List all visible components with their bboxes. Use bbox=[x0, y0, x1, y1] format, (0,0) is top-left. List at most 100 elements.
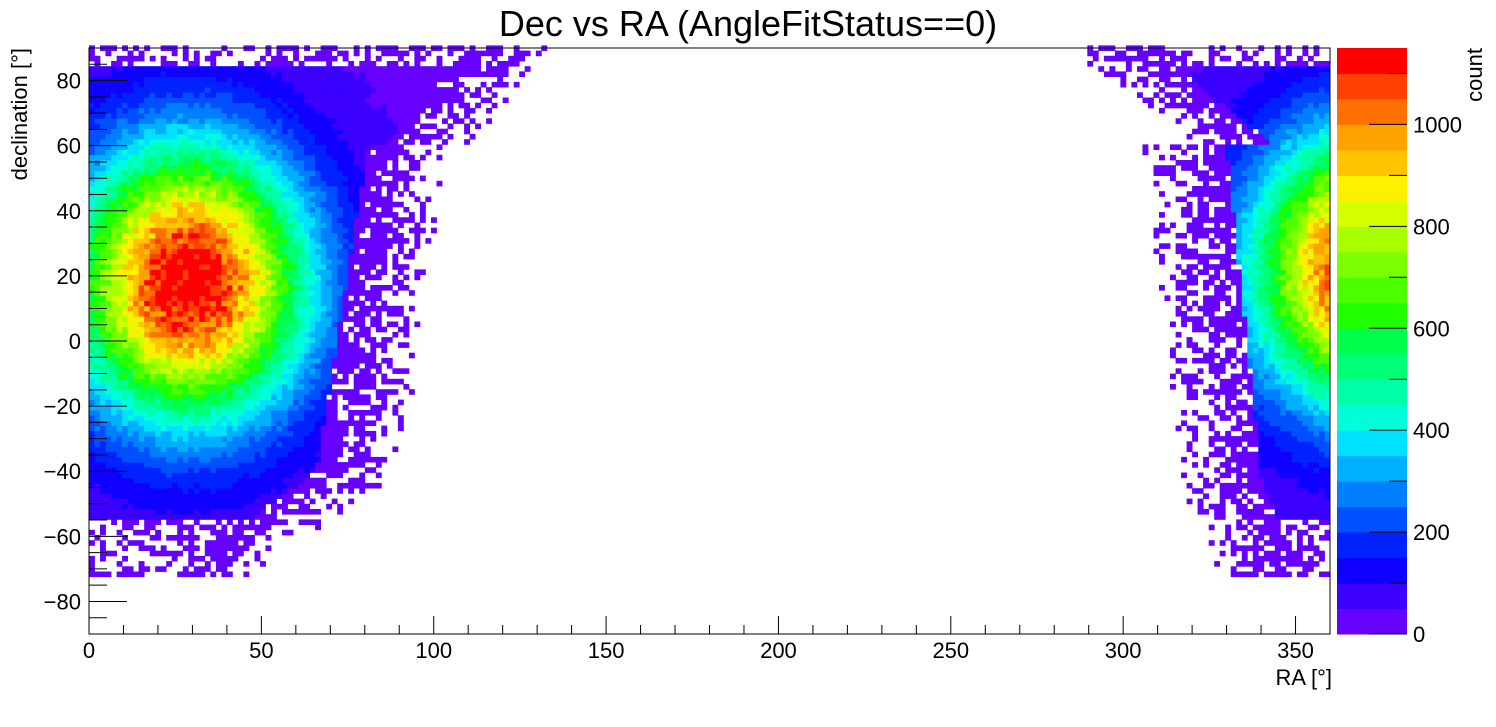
histogram-cell bbox=[204, 196, 211, 203]
histogram-cell bbox=[127, 404, 134, 411]
histogram-cell bbox=[1214, 217, 1221, 223]
histogram-cell bbox=[177, 326, 184, 333]
histogram-cell bbox=[1203, 259, 1209, 265]
histogram-cell bbox=[138, 326, 145, 333]
histogram-cell bbox=[1285, 227, 1292, 234]
histogram-cell bbox=[133, 519, 139, 525]
histogram-cell bbox=[271, 290, 277, 296]
histogram-cell bbox=[403, 253, 410, 260]
histogram-cell bbox=[287, 212, 294, 218]
histogram-cell bbox=[155, 300, 162, 307]
histogram-cell bbox=[271, 384, 277, 390]
histogram-cell bbox=[138, 540, 145, 546]
histogram-cell bbox=[210, 404, 217, 411]
histogram-cell bbox=[122, 410, 128, 416]
histogram-cell bbox=[1296, 253, 1303, 260]
histogram-cell bbox=[237, 269, 244, 275]
histogram-cell bbox=[243, 462, 250, 468]
histogram-cell bbox=[293, 232, 299, 239]
histogram-cell bbox=[414, 321, 421, 328]
histogram-cell bbox=[1263, 269, 1270, 275]
histogram-cell bbox=[1296, 540, 1303, 546]
histogram-cell bbox=[331, 467, 338, 473]
histogram-cell bbox=[348, 368, 355, 374]
histogram-cell bbox=[111, 212, 117, 218]
histogram-cell bbox=[1319, 394, 1325, 400]
histogram-cell bbox=[1258, 425, 1265, 432]
histogram-cell bbox=[1313, 399, 1320, 406]
histogram-cell bbox=[315, 191, 321, 197]
histogram-cell bbox=[276, 420, 283, 426]
histogram-cell bbox=[133, 186, 139, 192]
histogram-cell bbox=[392, 212, 399, 218]
histogram-cell bbox=[1181, 248, 1187, 255]
histogram-cell bbox=[89, 389, 95, 395]
histogram-cell bbox=[210, 488, 217, 494]
histogram-cell bbox=[309, 305, 316, 312]
histogram-cell bbox=[166, 253, 173, 260]
histogram-cell bbox=[193, 300, 200, 307]
histogram-cell bbox=[215, 503, 222, 510]
histogram-cell bbox=[1197, 326, 1204, 333]
histogram-cell bbox=[171, 514, 178, 520]
histogram-cell bbox=[320, 451, 327, 458]
histogram-cell bbox=[364, 482, 371, 489]
histogram-cell bbox=[342, 259, 349, 265]
histogram-cell bbox=[282, 227, 288, 234]
histogram-cell bbox=[370, 212, 377, 218]
histogram-cell bbox=[1291, 206, 1298, 213]
histogram-cell bbox=[1324, 337, 1331, 343]
histogram-cell bbox=[226, 248, 233, 255]
histogram-cell bbox=[166, 446, 173, 453]
histogram-cell bbox=[1285, 425, 1292, 432]
histogram-cell bbox=[122, 243, 128, 249]
histogram-cell bbox=[1269, 488, 1276, 494]
histogram-cell bbox=[188, 509, 195, 515]
histogram-cell bbox=[166, 410, 173, 416]
histogram-cell bbox=[293, 373, 299, 380]
histogram-cell bbox=[254, 467, 261, 473]
histogram-cell bbox=[182, 451, 189, 458]
histogram-cell bbox=[188, 472, 195, 479]
histogram-cell bbox=[1186, 378, 1193, 385]
histogram-cell bbox=[392, 279, 399, 286]
histogram-cell bbox=[1280, 331, 1287, 338]
histogram-cell bbox=[1247, 514, 1254, 520]
histogram-cell bbox=[1313, 446, 1320, 453]
histogram-cell bbox=[1285, 331, 1292, 338]
histogram-cell bbox=[171, 238, 178, 244]
histogram-cell bbox=[149, 222, 156, 229]
histogram-cell bbox=[326, 384, 333, 390]
histogram-cell bbox=[1236, 462, 1243, 468]
histogram-cell bbox=[348, 206, 355, 213]
histogram-cell bbox=[237, 368, 244, 374]
histogram-cell bbox=[1214, 196, 1221, 203]
histogram-cell bbox=[293, 217, 299, 223]
histogram-cell bbox=[89, 201, 95, 208]
histogram-cell bbox=[188, 378, 195, 385]
histogram-cell bbox=[1296, 342, 1303, 348]
histogram-cell bbox=[1269, 394, 1276, 400]
histogram-cell bbox=[249, 259, 255, 265]
histogram-cell bbox=[353, 446, 360, 453]
histogram-cell bbox=[221, 264, 228, 270]
histogram-cell bbox=[265, 217, 272, 223]
histogram-cell bbox=[1230, 566, 1237, 572]
histogram-cell bbox=[1285, 472, 1292, 479]
histogram-cell bbox=[1181, 373, 1187, 380]
histogram-cell bbox=[359, 191, 366, 197]
histogram-cell bbox=[271, 342, 277, 348]
histogram-cell bbox=[144, 456, 151, 463]
histogram-cell bbox=[144, 493, 151, 499]
histogram-cell bbox=[1324, 285, 1331, 291]
histogram-cell bbox=[1214, 206, 1221, 213]
histogram-cell bbox=[1263, 389, 1270, 395]
histogram-cell bbox=[177, 524, 184, 531]
histogram-cell bbox=[232, 279, 239, 286]
histogram-cell bbox=[304, 482, 310, 489]
histogram-cell bbox=[392, 311, 399, 317]
histogram-cell bbox=[149, 357, 156, 364]
histogram-cell bbox=[381, 347, 388, 354]
histogram-cell bbox=[359, 430, 366, 437]
histogram-cell bbox=[1236, 300, 1243, 307]
